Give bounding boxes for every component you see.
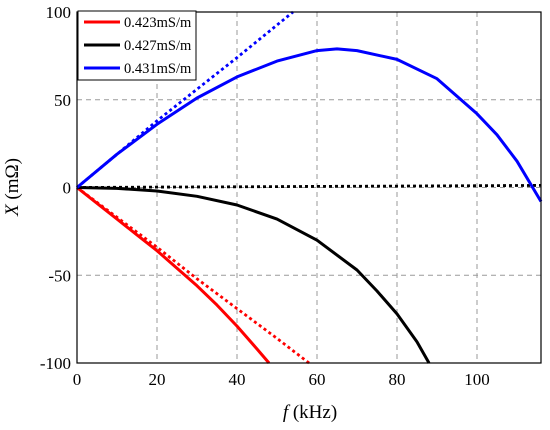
x-axis-unit: (kHz) xyxy=(288,402,337,423)
legend: 0.423mS/m 0.427mS/m 0.431mS/m xyxy=(77,10,197,81)
y-tick-label: -50 xyxy=(48,266,71,285)
x-tick-label: 80 xyxy=(389,370,406,389)
y-axis-unit: (mΩ) xyxy=(2,158,23,204)
x-tick-label: 100 xyxy=(464,370,490,389)
x-tick-label: 60 xyxy=(309,370,326,389)
y-tick-label: -100 xyxy=(40,354,71,373)
tick-labels: 0 20 40 60 80 100 -100 -50 0 50 100 xyxy=(40,3,490,389)
series-line-3-dotted xyxy=(76,184,542,189)
y-tick-label: 50 xyxy=(54,91,71,110)
x-tick-label: 0 xyxy=(73,370,82,389)
legend-label-0431: 0.431mS/m xyxy=(124,61,192,77)
legend-label-0427: 0.427mS/m xyxy=(124,38,192,54)
x-tick-label: 20 xyxy=(149,370,166,389)
x-axis-label: f (kHz) xyxy=(283,402,337,423)
x-tick-label: 40 xyxy=(229,370,246,389)
series-line-4-solid xyxy=(76,47,543,203)
x-axis-symbol: f xyxy=(283,402,291,423)
y-tick-label: 0 xyxy=(63,179,72,198)
y-axis-label: X (mΩ) xyxy=(2,158,23,217)
series-line-1-dotted xyxy=(76,186,310,365)
series-line-5-dotted xyxy=(76,10,294,189)
y-tick-label: 100 xyxy=(46,3,72,22)
y-axis-symbol: X xyxy=(2,203,23,217)
series-lines xyxy=(76,10,543,365)
plot-frame xyxy=(76,11,542,364)
grid-lines xyxy=(77,12,541,363)
series-line-2-solid xyxy=(76,186,431,364)
legend-label-0423: 0.423mS/m xyxy=(124,15,192,31)
